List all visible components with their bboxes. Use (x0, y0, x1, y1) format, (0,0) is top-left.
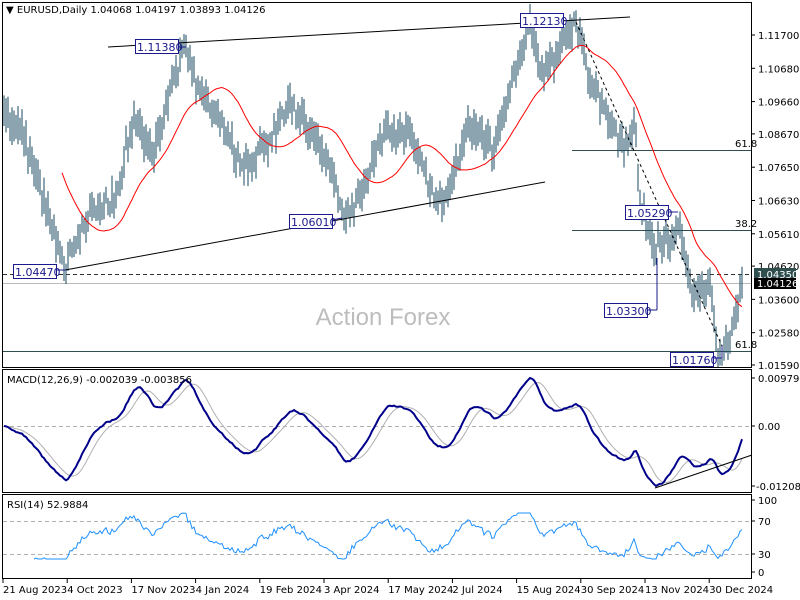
price-axis-label: 1.05610 (758, 230, 799, 241)
price-tag-dashed: 1.04350 (754, 268, 798, 281)
svg-text:1.04350: 1.04350 (757, 270, 798, 281)
svg-text:1.12130: 1.12130 (522, 15, 568, 28)
svg-text:-0.012081: -0.012081 (756, 482, 800, 493)
time-axis-label: 17 May 2024 (388, 585, 453, 596)
price-axis-label: 1.07650 (758, 163, 799, 174)
fib-label-lower: 61.8 (735, 340, 757, 351)
macd-pane (2, 369, 752, 493)
time-axis-label: 13 Nov 2024 (645, 585, 709, 596)
svg-text:0.00: 0.00 (758, 422, 780, 433)
price-axis-label: 1.06630 (758, 196, 799, 207)
svg-text:1.06010: 1.06010 (291, 216, 337, 229)
time-axis[interactable]: 21 Aug 2023 4 Oct 2023 17 Nov 2023 4 Jan 20… (2, 579, 773, 596)
time-axis-label: 3 Apr 2024 (324, 585, 379, 596)
svg-text:1.04470: 1.04470 (15, 266, 61, 279)
annotation-1.11380: 1.11380 (135, 39, 186, 54)
annotation-1.12130: 1.12130 (520, 13, 568, 28)
macd-axis: 0.009795 0.00 -0.012081 (751, 374, 800, 493)
rsi-label: RSI(14) 52.9884 (7, 500, 88, 511)
annotation-1.06010: 1.06010 (289, 214, 343, 229)
price-axis-label: 1.09660 (758, 98, 799, 109)
time-axis-label: 21 Aug 2023 (3, 585, 67, 596)
svg-text:1.04126: 1.04126 (757, 279, 798, 290)
price-tag-current: 1.04126 (754, 278, 798, 290)
watermark: Action Forex (316, 304, 451, 331)
macd-trendline[interactable] (654, 454, 753, 489)
fib-label-middle: 38.2 (735, 219, 757, 230)
rsi-pane (2, 494, 752, 579)
macd-label: MACD(12,26,9) -0.002039 -0.003856 (7, 375, 192, 386)
price-axis-label: 1.10680 (758, 64, 799, 75)
time-axis-label: 30 Dec 2024 (709, 585, 773, 596)
svg-text:1.11380: 1.11380 (137, 41, 183, 54)
svg-text:1.03300: 1.03300 (606, 305, 652, 318)
time-axis-label: 4 Oct 2023 (67, 585, 122, 596)
price-axis-label: 1.03600 (758, 295, 799, 306)
fib-label-upper: 61.8 (735, 139, 757, 150)
annotation-1.05290: 1.05290 (625, 205, 678, 220)
svg-text:100: 100 (758, 496, 777, 507)
svg-text:1.01760: 1.01760 (672, 354, 718, 367)
price-axis-label: 1.01590 (758, 361, 799, 372)
macd-signal-line (3, 381, 743, 484)
annotation-1.03300: 1.03300 (604, 258, 658, 318)
price-axis[interactable]: 1.11700 1.10680 1.09660 1.08670 1.07650 1.066… (751, 31, 799, 372)
time-axis-label: 15 Aug 2024 (517, 585, 581, 596)
dotted-trendline[interactable] (575, 21, 723, 347)
price-bars (3, 3, 743, 368)
svg-text:1.05290: 1.05290 (627, 207, 673, 220)
annotation-1.01760: 1.01760 (670, 346, 723, 367)
chart-header: ▼ EURUSD,Daily 1.04068 1.04197 1.03893 1… (6, 5, 266, 16)
price-axis-label: 1.02580 (758, 329, 799, 340)
time-axis-label: 19 Feb 2024 (260, 585, 322, 596)
rsi-line (33, 512, 743, 560)
svg-text:70: 70 (758, 517, 771, 528)
time-axis-label: 2 Jul 2024 (452, 585, 502, 596)
time-axis-label: 30 Sep 2024 (581, 585, 644, 596)
price-axis-label: 1.04620 (758, 262, 799, 273)
time-axis-label: 17 Nov 2023 (131, 585, 195, 596)
svg-text:30: 30 (758, 550, 771, 561)
price-axis-label: 1.08670 (758, 130, 799, 141)
annotation-1.04470: 1.04470 (13, 264, 66, 279)
rsi-axis: 100 70 30 0 (751, 496, 777, 579)
price-axis-label: 1.11700 (758, 31, 799, 42)
svg-text:0: 0 (758, 568, 764, 579)
macd-line (3, 376, 743, 488)
time-axis-label: 4 Jan 2024 (196, 585, 250, 596)
svg-text:0.009795: 0.009795 (758, 374, 800, 385)
moving-average-line (61, 44, 743, 308)
price-pane (2, 2, 752, 368)
